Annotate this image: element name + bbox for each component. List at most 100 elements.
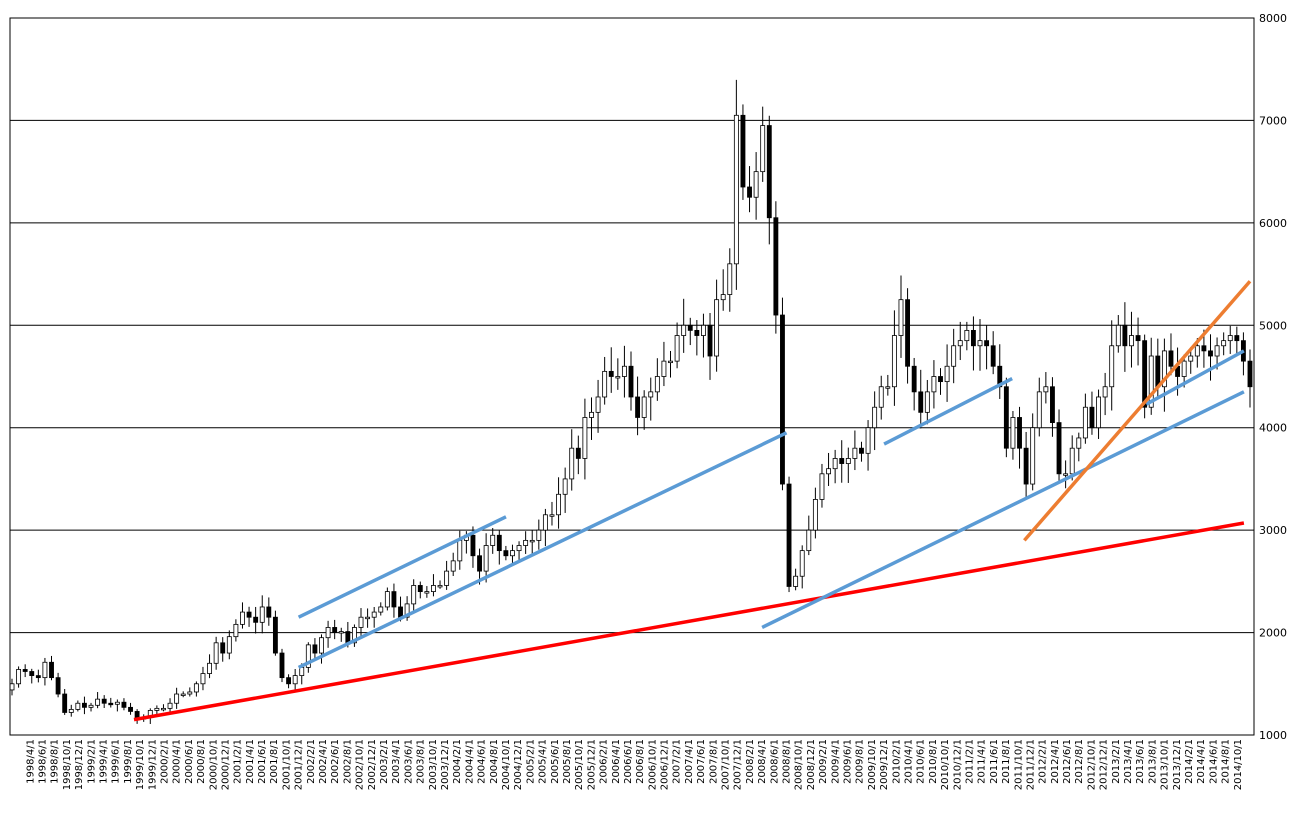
x-tick-label: 2001/2/1 xyxy=(233,739,244,784)
candle-body-down xyxy=(246,611,252,618)
x-tick-label: 2006/2/1 xyxy=(599,739,610,784)
candle xyxy=(358,608,364,637)
candle xyxy=(595,379,601,433)
candle xyxy=(701,313,706,358)
x-tick-label: 2005/10/1 xyxy=(574,739,585,790)
candle-body-up xyxy=(1148,355,1154,408)
candle xyxy=(16,666,22,688)
candle-body-up xyxy=(569,447,575,480)
x-tick-label: 2011/8/1 xyxy=(1001,739,1012,784)
y-tick-label-3000: 3000 xyxy=(1259,524,1287,537)
candle xyxy=(240,602,245,629)
candle xyxy=(938,368,943,395)
candle-body-up xyxy=(1043,386,1049,393)
x-tick-label: 2010/4/1 xyxy=(904,739,915,784)
candle xyxy=(213,636,219,670)
candle-body-up xyxy=(727,263,733,295)
candle-body-up xyxy=(1010,417,1016,449)
candle xyxy=(957,321,963,361)
candle xyxy=(1109,320,1115,411)
candle xyxy=(885,374,891,396)
candle-body-up xyxy=(819,473,825,500)
x-tick-label: 2001/4/1 xyxy=(245,739,256,784)
candle-body-down xyxy=(766,125,772,219)
x-tick-label: 1998/4/1 xyxy=(25,739,36,784)
candle xyxy=(1096,389,1101,439)
candle xyxy=(799,545,805,589)
candle xyxy=(1010,411,1016,460)
candle-body-down xyxy=(970,330,976,347)
candle-body-up xyxy=(1161,350,1167,388)
candle-body-up xyxy=(595,396,601,413)
trendline xyxy=(1023,280,1252,542)
candle xyxy=(1017,406,1022,469)
candle-body-up xyxy=(589,411,594,418)
candle-body-down xyxy=(49,661,54,679)
candle-body-up xyxy=(516,545,522,552)
x-tick-label: 2002/12/1 xyxy=(367,739,378,790)
x-tick-label: 2008/2/1 xyxy=(745,739,756,784)
candle xyxy=(365,608,371,628)
x-tick-label: 1998/12/1 xyxy=(74,739,85,790)
candle-body-down xyxy=(1135,335,1141,342)
x-tick-label: 1999/8/1 xyxy=(123,739,134,784)
candle xyxy=(845,447,851,483)
candle-body-up xyxy=(1188,355,1194,362)
candle-body-down xyxy=(1155,355,1161,388)
x-tick-label: 2003/10/1 xyxy=(428,739,439,790)
y-tick-label-1000: 1000 xyxy=(1259,729,1287,742)
candle-body-up xyxy=(1030,427,1036,485)
candle-body-up xyxy=(668,360,673,364)
x-tick-label: 2007/10/1 xyxy=(721,739,732,790)
candle-body-up xyxy=(1181,360,1187,377)
candle-body-up xyxy=(384,591,390,608)
x-tick-label: 2001/10/1 xyxy=(281,739,292,790)
candles xyxy=(9,79,1253,724)
candle-body-down xyxy=(938,376,943,383)
x-tick-label: 2013/2/1 xyxy=(1111,739,1122,784)
x-tick-label: 2001/8/1 xyxy=(269,739,280,784)
x-tick-label: 2014/6/1 xyxy=(1208,739,1219,784)
candle-body-down xyxy=(391,591,397,608)
candle-body-up xyxy=(444,570,450,586)
candle-body-down xyxy=(496,534,502,552)
candle-body-up xyxy=(490,534,496,546)
x-tick-label: 2008/4/1 xyxy=(757,739,768,784)
candle xyxy=(780,297,785,491)
candle-body-up xyxy=(951,345,957,367)
candle xyxy=(483,533,489,583)
candle-body-up xyxy=(233,623,239,638)
candle-body-down xyxy=(121,701,127,708)
trendlines xyxy=(133,280,1252,722)
candle xyxy=(510,544,515,564)
candle xyxy=(35,669,41,683)
x-tick-label: 2005/4/1 xyxy=(538,739,549,784)
candle xyxy=(496,530,502,565)
candle xyxy=(793,568,799,591)
candle xyxy=(984,325,990,370)
candle-body-up xyxy=(371,611,377,618)
candle-body-up xyxy=(1214,345,1220,357)
candle xyxy=(338,627,344,642)
candle xyxy=(720,269,726,311)
candle xyxy=(556,477,561,529)
trendline xyxy=(883,376,1013,446)
candle xyxy=(259,595,265,634)
candle-body-up xyxy=(42,661,48,679)
x-tick-label: 2000/10/1 xyxy=(208,739,219,790)
candle-body-up xyxy=(174,693,180,704)
candle-body-up xyxy=(845,458,851,464)
candle-body-up xyxy=(872,406,878,429)
x-tick-label: 2004/10/1 xyxy=(501,739,512,790)
candle xyxy=(490,527,496,554)
candle-body-down xyxy=(220,642,226,654)
y-tick-label-7000: 7000 xyxy=(1259,114,1287,127)
candle-body-down xyxy=(984,340,990,347)
x-tick-label: 2001/6/1 xyxy=(257,739,268,784)
candle xyxy=(286,674,292,689)
candle xyxy=(444,560,450,590)
candle-body-down xyxy=(905,299,911,367)
candle xyxy=(773,201,779,334)
candle xyxy=(1023,431,1029,498)
candle-body-down xyxy=(253,616,259,623)
